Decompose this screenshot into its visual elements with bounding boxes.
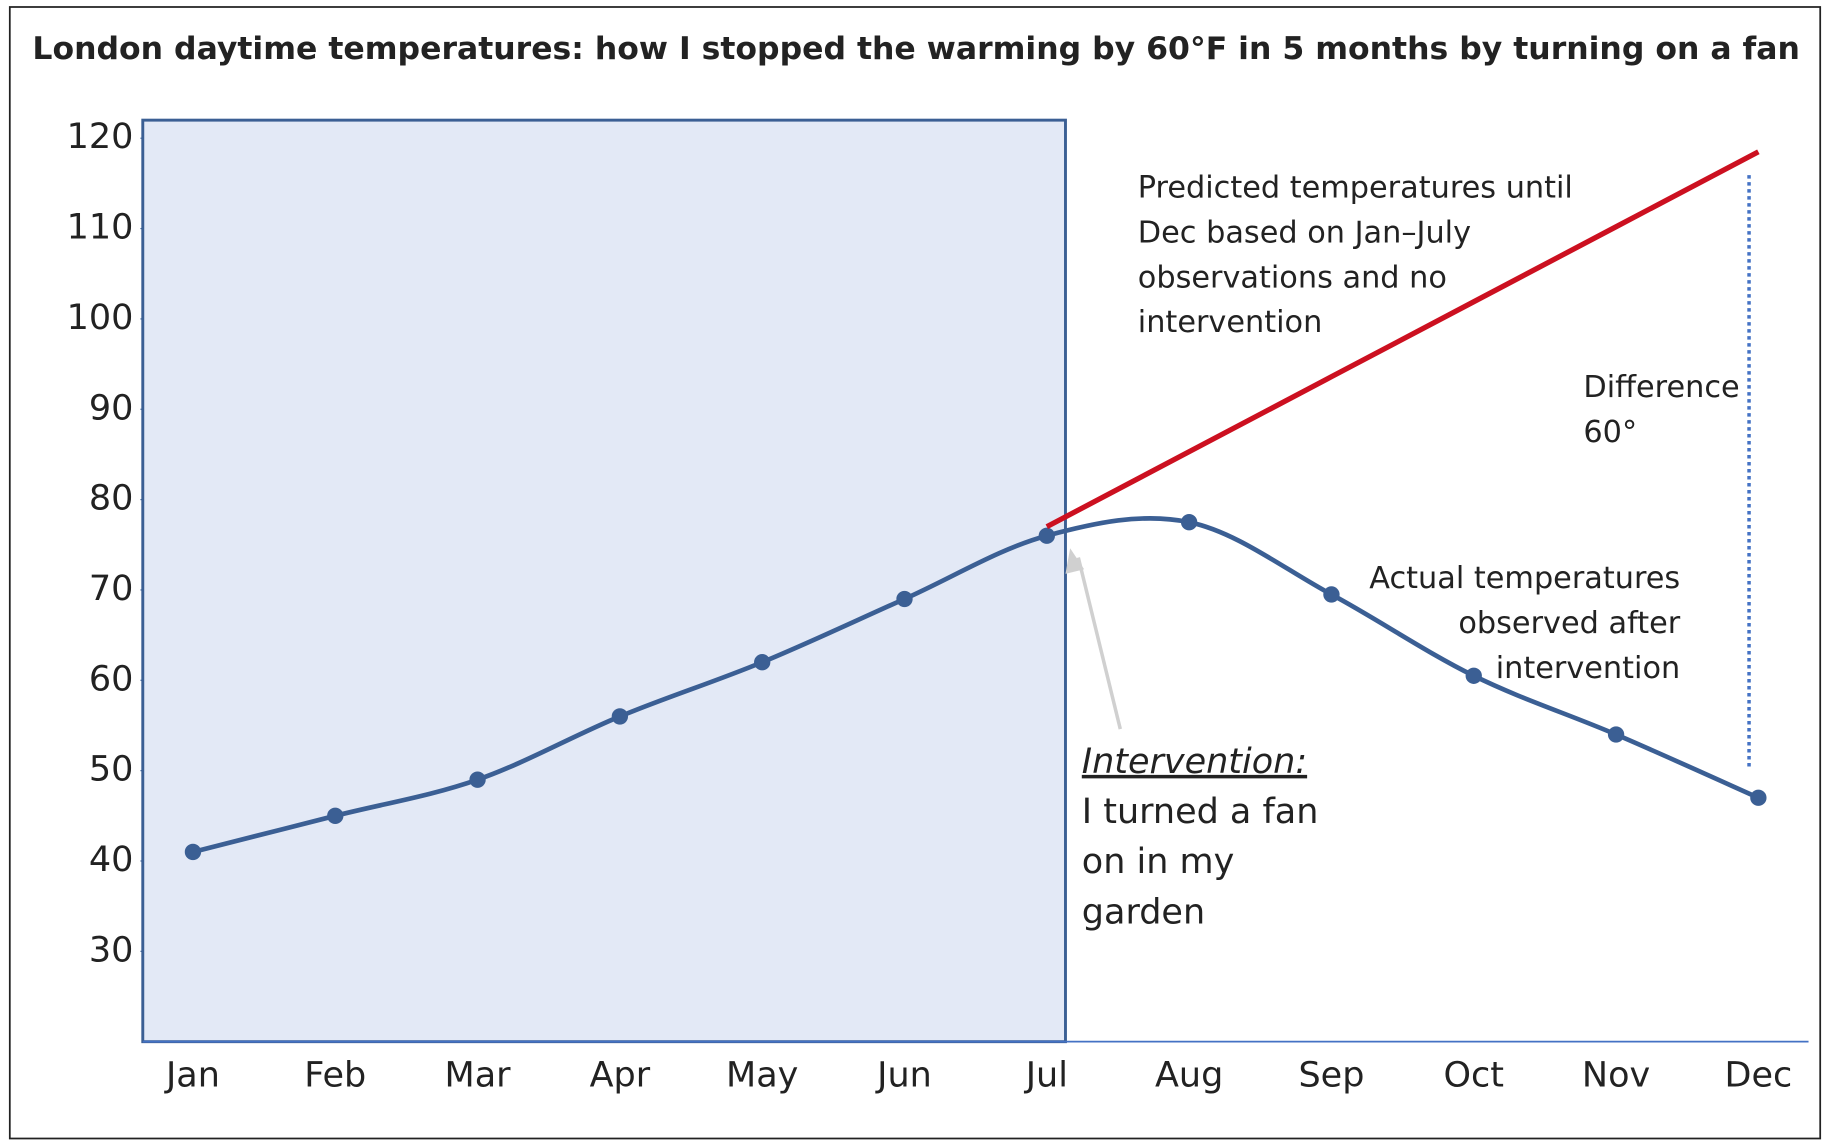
data-point	[1750, 789, 1767, 806]
data-point	[1038, 527, 1055, 544]
series-line	[1045, 149, 1760, 530]
data-point	[1465, 667, 1482, 684]
annotation-intervention: garden	[1082, 892, 1205, 932]
x-tick-label: Jul	[1024, 1056, 1068, 1096]
y-tick-label: 60	[89, 659, 134, 699]
y-tick-label: 110	[67, 208, 134, 248]
x-tick-label: Mar	[445, 1056, 512, 1096]
data-point	[327, 807, 344, 824]
annotation-predicted: intervention	[1138, 305, 1323, 340]
x-tick-label: Nov	[1582, 1056, 1650, 1096]
y-tick-label: 30	[89, 930, 134, 970]
data-point	[611, 708, 629, 725]
annotation-predicted: observations and no	[1138, 260, 1447, 295]
arrow-head	[1065, 548, 1085, 574]
y-tick-label: 120	[67, 117, 134, 157]
y-tick-label: 80	[89, 479, 134, 519]
x-tick-label: Jan	[164, 1056, 220, 1096]
series-line	[192, 516, 1760, 855]
y-tick-label: 50	[89, 750, 134, 790]
x-tick-label: Feb	[304, 1056, 366, 1096]
data-point	[469, 771, 486, 788]
y-tick-label: 100	[67, 298, 134, 338]
data-point	[184, 843, 202, 861]
annotation-difference: 60°	[1583, 415, 1637, 450]
data-point	[1180, 514, 1198, 531]
chart-title: London daytime temperatures: how I stopp…	[32, 31, 1800, 67]
annotation-predicted: Dec based on Jan–July	[1138, 215, 1471, 250]
annotation-intervention: Intervention:	[1082, 742, 1307, 782]
x-tick-label: Sep	[1298, 1056, 1364, 1096]
y-tick-label: 90	[89, 388, 134, 428]
x-tick-label: Dec	[1725, 1056, 1793, 1096]
annotation-intervention: I turned a fan	[1082, 792, 1319, 832]
x-tick-label: May	[726, 1056, 798, 1096]
observation-period	[141, 118, 1067, 1044]
data-point	[754, 654, 771, 671]
data-point	[1607, 726, 1625, 743]
annotation-actual: Actual temperatures	[1369, 561, 1680, 596]
x-tick-label: Oct	[1444, 1056, 1505, 1096]
annotation-intervention: on in my	[1082, 842, 1235, 882]
y-tick-label: 40	[89, 840, 134, 880]
intervention-arrow	[1076, 557, 1123, 730]
annotation-predicted: Predicted temperatures until	[1138, 170, 1573, 205]
x-tick-label: Jun	[875, 1056, 932, 1096]
y-tick-label: 70	[89, 569, 134, 609]
x-tick-label: Apr	[590, 1056, 651, 1096]
x-tick-label: Aug	[1155, 1056, 1223, 1096]
data-point	[1323, 586, 1340, 603]
annotation-actual: observed after	[1458, 606, 1680, 641]
annotation-actual: intervention	[1496, 651, 1681, 686]
data-point	[896, 590, 913, 608]
annotation-difference: Difference	[1583, 370, 1739, 405]
